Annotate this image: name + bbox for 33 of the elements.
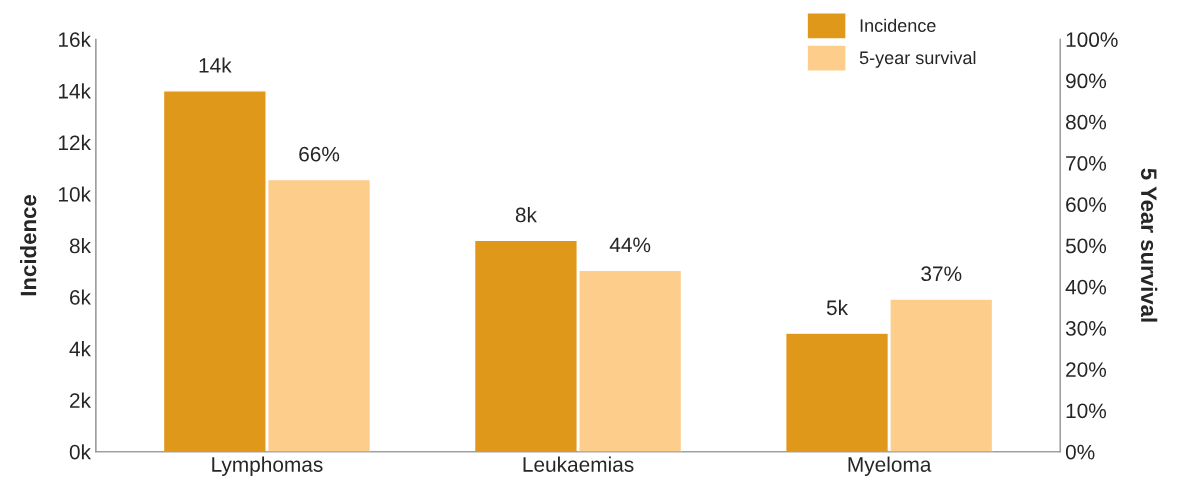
y2-tick-label: 60%: [1066, 197, 1107, 213]
y-tick-label: 6k: [70, 289, 92, 305]
data-label: 14k: [199, 57, 232, 73]
data-label: 44%: [609, 237, 651, 253]
y2-tick-label: 10%: [1066, 403, 1107, 419]
legend-label: 5-year survival: [859, 50, 976, 68]
y-tick-label: 2k: [70, 392, 92, 408]
data-label: 5k: [826, 299, 849, 316]
y-tick-label: 14k: [58, 83, 92, 99]
y-tick-label: 8k: [69, 237, 92, 254]
y2-tick-label: 40%: [1065, 279, 1107, 295]
y2-axis-title: 5 Year survival: [1140, 168, 1158, 322]
legend-label: Incidence: [860, 18, 936, 32]
y-tick-label: 0k: [69, 444, 92, 460]
y2-tick-label: 70%: [1066, 156, 1107, 171]
y-tick-label: 16k: [58, 31, 92, 48]
y2-tick-label: 80%: [1066, 114, 1107, 130]
y2-tick-label: 0%: [1065, 444, 1095, 460]
data-label: 66%: [299, 146, 340, 162]
y2-tick-label: 20%: [1066, 362, 1107, 377]
x-tick-label: Leukaemias: [523, 456, 634, 472]
y-tick-label: 12k: [58, 134, 92, 150]
y2-tick-label: 30%: [1065, 320, 1107, 336]
x-tick-label: Myeloma: [848, 456, 932, 476]
data-label: 8k: [515, 207, 537, 223]
y-tick-label: 4k: [69, 341, 92, 357]
y-axis-title: Incidence: [20, 195, 37, 296]
data-label: 37%: [921, 266, 962, 282]
y2-tick-label: 90%: [1066, 73, 1107, 89]
x-tick-label: Lymphomas: [212, 456, 323, 476]
y2-tick-label: 50%: [1065, 238, 1107, 254]
y-tick-label: 10k: [58, 186, 92, 202]
y2-tick-label: 100%: [1066, 32, 1118, 48]
